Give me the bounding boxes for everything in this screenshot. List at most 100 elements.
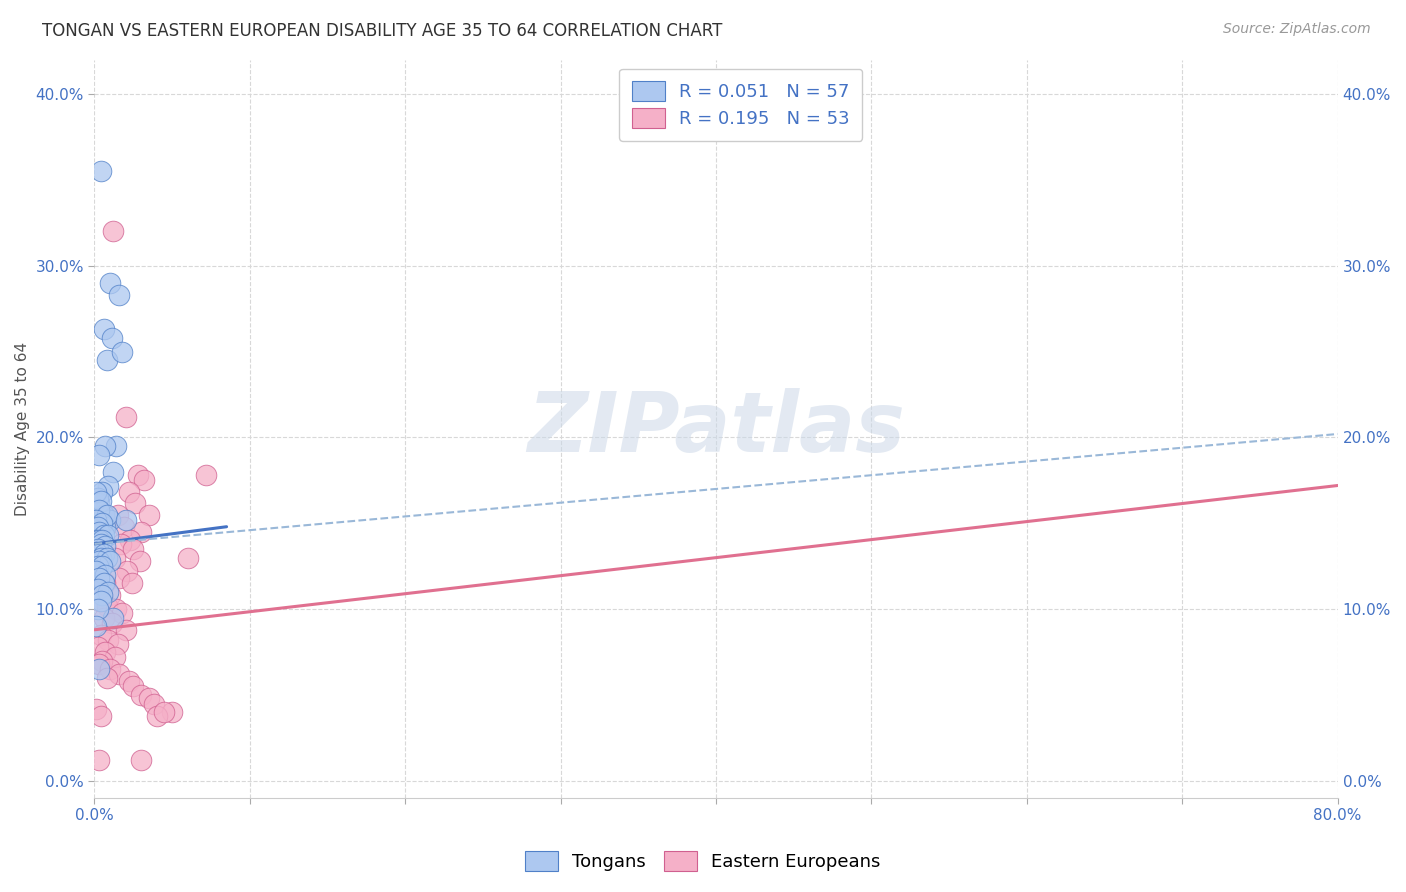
Point [86, 519, 108, 533]
Point [94, 567, 117, 582]
Point [108, 288, 131, 302]
Point [104, 650, 127, 665]
Point [98, 276, 121, 290]
Point [110, 537, 132, 551]
Point [96, 353, 118, 368]
Point [101, 611, 124, 625]
Point [100, 615, 122, 630]
Point [94, 576, 117, 591]
Point [84, 702, 107, 716]
Point [94, 645, 117, 659]
Point [96, 599, 118, 613]
Point [96, 508, 118, 522]
Point [90, 628, 112, 642]
Point [105, 602, 128, 616]
Point [127, 468, 149, 483]
Point [160, 705, 183, 719]
Point [115, 565, 138, 579]
Point [89, 662, 111, 676]
Point [96, 550, 118, 565]
Point [111, 344, 134, 359]
Legend: Tongans, Eastern Europeans: Tongans, Eastern Europeans [519, 844, 887, 879]
Point [93, 576, 115, 591]
Point [108, 571, 131, 585]
Point [98, 662, 121, 676]
Point [105, 439, 128, 453]
Point [107, 508, 129, 522]
Point [118, 485, 141, 500]
Point [90, 708, 112, 723]
Point [129, 524, 152, 539]
Point [86, 602, 108, 616]
Point [89, 571, 111, 585]
Point [97, 478, 120, 492]
Point [93, 528, 115, 542]
Point [128, 554, 150, 568]
Point [90, 537, 112, 551]
Point [90, 164, 112, 178]
Point [120, 533, 142, 548]
Point [98, 513, 121, 527]
Point [91, 485, 114, 500]
Text: TONGAN VS EASTERN EUROPEAN DISABILITY AGE 35 TO 64 CORRELATION CHART: TONGAN VS EASTERN EUROPEAN DISABILITY AG… [42, 22, 723, 40]
Point [84, 565, 107, 579]
Point [89, 496, 111, 510]
Point [84, 513, 107, 527]
Point [91, 654, 114, 668]
Y-axis label: Disability Age 35 to 64: Disability Age 35 to 64 [15, 342, 30, 516]
Point [91, 516, 114, 531]
Legend: R = 0.051   N = 57, R = 0.195   N = 53: R = 0.051 N = 57, R = 0.195 N = 53 [620, 69, 862, 141]
Point [100, 331, 122, 345]
Point [93, 508, 115, 522]
Point [114, 623, 136, 637]
Point [114, 513, 136, 527]
Point [177, 550, 200, 565]
Point [89, 657, 111, 672]
Point [101, 224, 124, 238]
Point [89, 753, 111, 767]
Point [89, 533, 111, 548]
Point [91, 559, 114, 574]
Point [86, 491, 108, 505]
Point [122, 680, 145, 694]
Point [86, 640, 108, 654]
Point [129, 753, 152, 767]
Point [142, 697, 165, 711]
Point [101, 465, 124, 479]
Point [153, 705, 176, 719]
Point [93, 547, 115, 561]
Point [89, 448, 111, 462]
Point [134, 474, 156, 488]
Point [86, 502, 108, 516]
Point [138, 691, 160, 706]
Point [91, 582, 114, 596]
Point [114, 409, 136, 424]
Point [90, 593, 112, 607]
Point [84, 619, 107, 633]
Point [124, 496, 146, 510]
Point [90, 516, 112, 531]
Point [107, 636, 129, 650]
Point [94, 539, 117, 553]
Point [98, 554, 121, 568]
Point [89, 524, 111, 539]
Point [90, 550, 112, 565]
Point [94, 439, 117, 453]
Point [94, 519, 117, 533]
Point [118, 674, 141, 689]
Point [90, 494, 112, 508]
Point [97, 528, 120, 542]
Point [86, 542, 108, 557]
Point [84, 533, 107, 548]
Point [112, 519, 135, 533]
Point [86, 582, 108, 596]
Point [91, 533, 114, 548]
Point [91, 589, 114, 603]
Point [111, 606, 134, 620]
Point [93, 611, 115, 625]
Text: ZIPatlas: ZIPatlas [527, 388, 905, 469]
Point [122, 542, 145, 557]
Point [86, 559, 108, 574]
Point [97, 585, 120, 599]
Point [89, 554, 111, 568]
